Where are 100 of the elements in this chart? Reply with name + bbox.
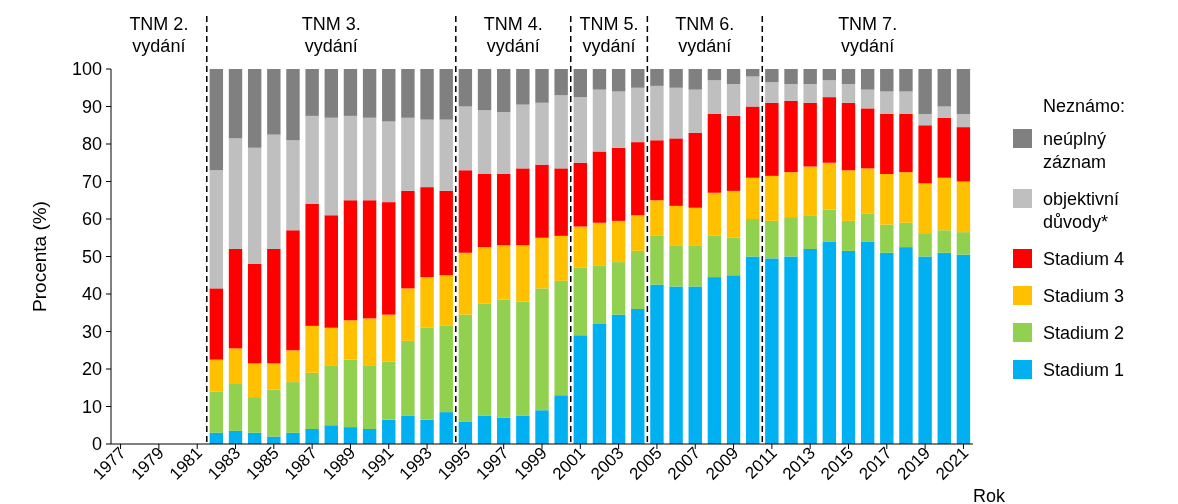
bar [899, 91, 913, 114]
bar [496, 112, 511, 174]
bar [420, 419, 434, 444]
bar [822, 69, 837, 81]
bar [899, 69, 913, 92]
bar [496, 174, 511, 246]
bar [458, 421, 473, 444]
bar [860, 168, 875, 214]
bar [286, 382, 300, 433]
bar [784, 256, 798, 444]
bar [688, 132, 702, 208]
bar [535, 164, 549, 238]
bar [420, 69, 434, 120]
bar [860, 89, 875, 109]
bar [343, 359, 358, 428]
bar [707, 114, 722, 193]
bar [305, 204, 319, 326]
bar [746, 256, 760, 444]
bar [343, 69, 358, 116]
bar [765, 220, 779, 259]
bar [707, 80, 722, 114]
bar [765, 82, 779, 103]
bar [458, 170, 473, 253]
bar [746, 177, 760, 219]
bar [209, 170, 224, 289]
bar [611, 220, 626, 263]
bar [496, 299, 511, 418]
bar [918, 114, 932, 126]
bar [650, 140, 664, 201]
bar [956, 254, 971, 444]
bar [918, 183, 932, 234]
bar [420, 327, 434, 420]
y-tick-label: 60 [81, 209, 102, 229]
bar [688, 286, 702, 444]
bar [669, 245, 683, 287]
bar [305, 372, 319, 429]
bar [362, 365, 377, 429]
bar [669, 138, 683, 206]
bar [439, 275, 453, 326]
y-axis-title: Procenta (%) [29, 201, 50, 312]
y-tick-label: 30 [81, 321, 102, 342]
bar [477, 247, 492, 304]
bar [937, 177, 951, 231]
bar [362, 69, 377, 118]
bar [880, 252, 894, 444]
bar [554, 280, 568, 396]
bar [592, 69, 607, 90]
bar [554, 168, 568, 236]
bar [401, 415, 415, 444]
bar [247, 69, 262, 148]
bar [688, 89, 702, 133]
bar [746, 76, 760, 107]
bar [784, 172, 798, 218]
bar [401, 340, 415, 416]
bar [209, 391, 224, 433]
bar [669, 69, 683, 88]
bar [305, 429, 319, 444]
y-tick-label: 80 [81, 134, 102, 154]
bar [631, 250, 645, 309]
bar [535, 410, 549, 444]
bar [860, 241, 875, 444]
bar [554, 95, 568, 169]
bar [516, 104, 530, 169]
bar [324, 327, 338, 366]
bar [209, 69, 224, 171]
bar [707, 277, 722, 444]
legend-label: neúplný záznam [1043, 129, 1107, 172]
bar [611, 314, 626, 444]
legend-title: Neznámo: [1043, 96, 1126, 116]
legend-label: Stadium 3 [1043, 286, 1125, 306]
text: TNM 3. vydání [301, 14, 361, 56]
bar [937, 252, 951, 444]
bar [286, 230, 300, 351]
bar [937, 117, 951, 178]
bar [841, 84, 856, 103]
bar [477, 174, 492, 248]
bar [382, 202, 396, 315]
bar [247, 147, 262, 264]
bar [669, 286, 683, 444]
bar [803, 215, 817, 249]
bar [439, 119, 453, 191]
bar [688, 207, 702, 246]
bar [267, 69, 281, 135]
bar [343, 200, 358, 321]
bar [324, 365, 338, 426]
bar [477, 415, 492, 444]
legend-label: Stadium 1 [1043, 360, 1125, 380]
bar [458, 69, 473, 107]
bar [477, 110, 492, 174]
bar [324, 69, 338, 118]
bar [937, 69, 951, 107]
bar [458, 252, 473, 315]
bar [343, 320, 358, 360]
x-axis-title: Rok [972, 486, 1006, 504]
bar [631, 142, 645, 216]
bar [822, 162, 837, 210]
bar [841, 250, 856, 444]
bar [631, 87, 645, 143]
bar [267, 389, 281, 437]
bar [650, 235, 664, 285]
